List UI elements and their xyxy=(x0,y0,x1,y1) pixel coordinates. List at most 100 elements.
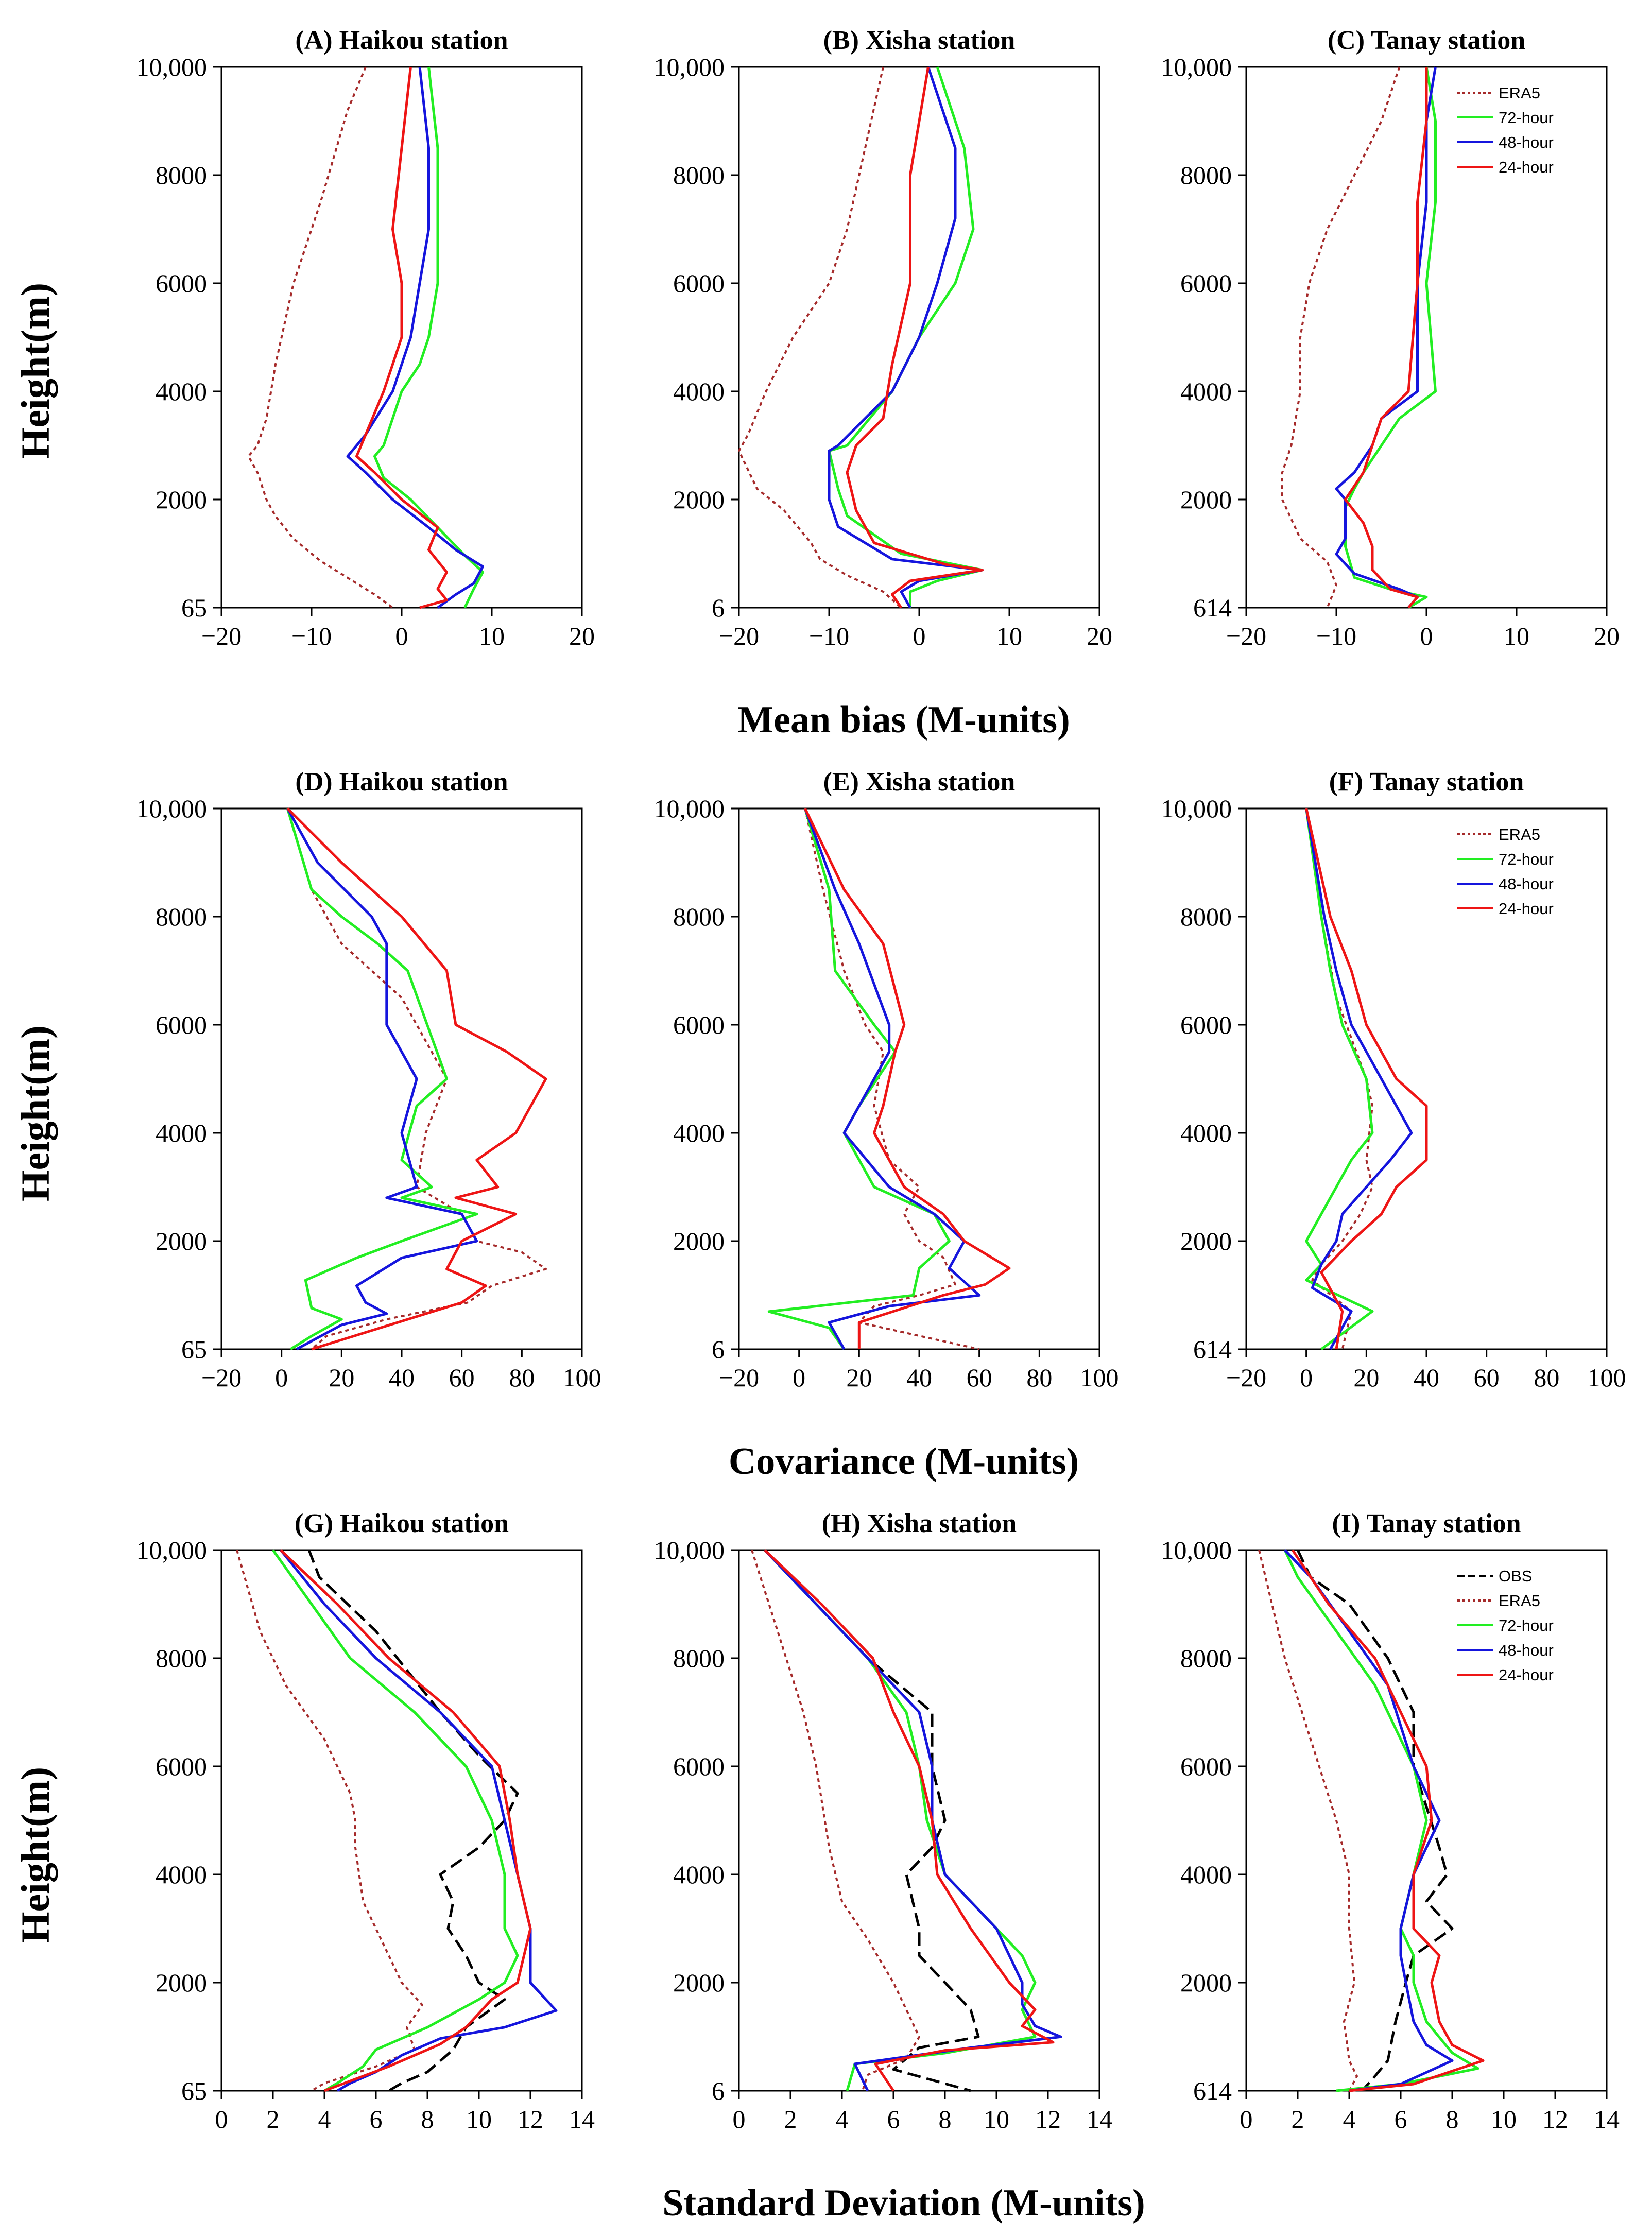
panel-A-ytick-label: 8000 xyxy=(156,161,207,190)
panel-I-title: (I) Tanay station xyxy=(1332,1509,1521,1538)
panel-D-ytick-label: 6000 xyxy=(156,1010,207,1039)
panel-F-ytick-label: 10,000 xyxy=(1161,794,1232,823)
panel-F-xtick-label: 60 xyxy=(1474,1363,1500,1392)
panel-F-series-era5 xyxy=(1305,808,1373,1350)
panel-E-series-era5 xyxy=(804,808,980,1350)
legend-label-era5: ERA5 xyxy=(1499,825,1540,844)
panel-D-xtick-label: 40 xyxy=(389,1363,415,1392)
panel-E: (E) Xisha station −20 0 20 40 60 80 100 6 2000 400… xyxy=(654,767,1119,1392)
panel-C-series-48-hour xyxy=(1335,66,1437,609)
panel-H-series-obs xyxy=(764,1549,980,2092)
panel-C-xtick-label: 20 xyxy=(1594,622,1620,650)
legend-label-48-hour: 48-hour xyxy=(1499,875,1554,893)
panel-D-xtick-label: 20 xyxy=(329,1363,354,1392)
panel-D-xtick-label: 80 xyxy=(509,1363,535,1392)
panel-I-xtick-label: 2 xyxy=(1292,2105,1304,2133)
panel-A-xtick-label: −20 xyxy=(201,622,242,650)
panel-F-xtick-label: −20 xyxy=(1226,1363,1266,1392)
panel-B-xtick-label: 20 xyxy=(1087,622,1112,650)
panel-G-ytick-label: 4000 xyxy=(156,1860,207,1889)
panel-F-xtick-label: 0 xyxy=(1300,1363,1313,1392)
panel-A-series-era5 xyxy=(247,66,393,609)
panel-G-ytick-label: 8000 xyxy=(156,1644,207,1673)
panel-A-xtick-label: −10 xyxy=(291,622,332,650)
panel-A-series-24-hour xyxy=(355,66,448,609)
panel-D-series-72-hour xyxy=(286,808,478,1351)
panel-I-xtick-label: 10 xyxy=(1491,2105,1517,2133)
legend-label-era5: ERA5 xyxy=(1499,84,1540,102)
panel-D-xtick-label: −20 xyxy=(201,1363,242,1392)
panel-F-xtick-label: 20 xyxy=(1353,1363,1379,1392)
panel-I-series-obs xyxy=(1296,1549,1454,2092)
legend-label-24-hour: 24-hour xyxy=(1499,1666,1554,1684)
panel-G-series-48-hour xyxy=(280,1549,558,2092)
panel-C-xtick-label: 0 xyxy=(1420,622,1433,650)
panel-H: (H) Xisha station 0 2 4 6 8 10 12 14 6 2000 4000 600… xyxy=(654,1509,1113,2133)
panel-E-ytick-label: 4000 xyxy=(673,1118,725,1147)
panel-I-xtick-label: 4 xyxy=(1343,2105,1356,2133)
panel-F-ytick-label: 4000 xyxy=(1180,1118,1232,1147)
panel-H-frame xyxy=(738,1549,1100,2092)
panel-E-xtick-label: −20 xyxy=(719,1363,759,1392)
panel-I-frame xyxy=(1245,1549,1608,2092)
panel-A-ytick-label: 2000 xyxy=(156,485,207,514)
panel-F-ytick-label: 614 xyxy=(1193,1335,1232,1364)
panel-I-xtick-label: 8 xyxy=(1446,2105,1459,2133)
legend-label-48-hour: 48-hour xyxy=(1499,1641,1554,1659)
panel-B-xtick-label: −20 xyxy=(719,622,759,650)
panel-E-ytick-label: 10,000 xyxy=(654,794,725,823)
panel-D: (D) Haikou station −20 0 20 40 60 80 100 65 2000 4… xyxy=(136,767,601,1392)
panel-C-series-era5 xyxy=(1281,66,1401,608)
panel-H-series-72-hour xyxy=(764,1549,1037,2091)
panel-C-xtick-label: −10 xyxy=(1316,622,1356,650)
panel-D-ytick-label: 10,000 xyxy=(136,794,208,823)
panel-I-series-24-hour xyxy=(1291,1549,1485,2092)
panel-D-series-48-hour xyxy=(286,807,478,1351)
panel-C-ytick-label: 10,000 xyxy=(1161,53,1232,81)
panel-B-ytick-label: 4000 xyxy=(673,377,725,406)
legend-label-24-hour: 24-hour xyxy=(1499,900,1554,918)
panel-F-xtick-label: 100 xyxy=(1588,1363,1626,1392)
panel-G-series-72-hour xyxy=(271,1549,519,2092)
panel-B-xtick-label: 0 xyxy=(913,622,926,650)
panel-H-xtick-label: 2 xyxy=(784,2105,797,2133)
panel-B-xtick-label: 10 xyxy=(996,622,1022,650)
panel-E-xtick-label: 100 xyxy=(1080,1363,1119,1392)
panel-G-xtick-label: 10 xyxy=(466,2105,492,2133)
panel-I-xtick-label: 0 xyxy=(1240,2105,1253,2133)
panel-E-series-48-hour xyxy=(803,808,981,1350)
panel-A-ytick-label: 10,000 xyxy=(136,53,208,81)
panel-C-xtick-label: −20 xyxy=(1226,622,1266,650)
panel-I-xtick-label: 6 xyxy=(1395,2105,1407,2133)
legend-label-72-hour: 72-hour xyxy=(1499,1616,1554,1634)
panel-C-ytick-label: 4000 xyxy=(1180,377,1232,406)
panel-F-xtick-label: 80 xyxy=(1534,1363,1559,1392)
panel-I-series-48-hour xyxy=(1284,1549,1454,2092)
panel-I-legend: OBS ERA5 72-hour 48-hour 24-hour xyxy=(1457,1567,1554,1684)
panel-E-ytick-label: 6 xyxy=(712,1335,725,1364)
panel-A-series-48-hour xyxy=(346,66,484,609)
panel-D-ytick-label: 2000 xyxy=(156,1227,207,1255)
panel-B-series-era5 xyxy=(738,66,902,609)
panel-E-xtick-label: 60 xyxy=(967,1363,992,1392)
panel-G-xtick-label: 0 xyxy=(215,2105,228,2133)
panel-F-title: (F) Tanay station xyxy=(1329,767,1524,797)
panel-H-xtick-label: 6 xyxy=(887,2105,900,2133)
legend-label-72-hour: 72-hour xyxy=(1499,109,1554,127)
panel-F-ytick-label: 8000 xyxy=(1180,902,1232,931)
panel-I-series-72-hour xyxy=(1283,1549,1479,2092)
panel-F-xtick-label: 40 xyxy=(1414,1363,1439,1392)
panel-G-ytick-label: 65 xyxy=(181,2076,207,2105)
panel-G-ytick-label: 2000 xyxy=(156,1968,207,1997)
panel-E-ytick-label: 2000 xyxy=(673,1227,725,1255)
panel-E-ytick-label: 8000 xyxy=(673,902,725,931)
panel-C: (C) Tanay station −20 −10 0 10 20 614 2000 4000 6… xyxy=(1161,26,1620,650)
panel-A-xtick-label: 20 xyxy=(569,622,595,650)
panel-B-series-24-hour xyxy=(846,66,984,609)
panel-D-frame xyxy=(220,807,583,1350)
panel-A: (A) Haikou station −20 −10 0 10 20 65 2000 4000 6… xyxy=(136,26,595,650)
panel-B-ytick-label: 6000 xyxy=(673,269,725,298)
panel-I-xtick-label: 14 xyxy=(1594,2105,1620,2133)
panel-I-ytick-label: 614 xyxy=(1193,2076,1232,2105)
